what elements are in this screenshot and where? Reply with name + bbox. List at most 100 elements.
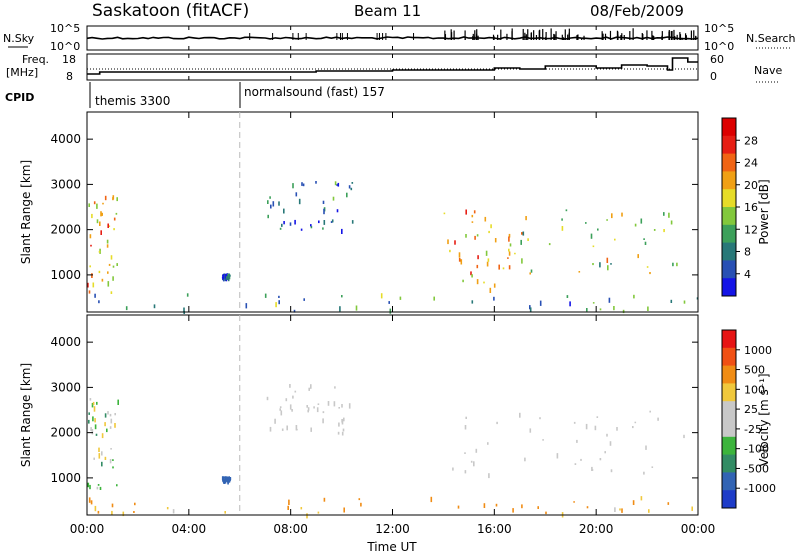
date-label: 08/Feb/2009 [590, 2, 684, 20]
data-cell [521, 258, 523, 264]
nsearch-tick-top: 10^5 [704, 22, 734, 35]
data-cell [97, 484, 100, 486]
data-cell [545, 511, 547, 515]
data-cell [224, 479, 227, 484]
colorbar-tick-label: 1000 [744, 344, 772, 357]
data-cell [109, 426, 112, 429]
data-cell [537, 506, 539, 509]
data-cell [112, 276, 114, 281]
data-cell [289, 222, 292, 226]
data-cell [449, 249, 451, 253]
data-cell [592, 245, 595, 248]
nsky-tick-top: 10^5 [50, 22, 80, 35]
data-cell [90, 427, 92, 431]
data-cell [245, 303, 248, 309]
data-cell [514, 252, 516, 255]
colorbar-tick-label: 20 [744, 179, 758, 192]
data-cell [530, 269, 533, 273]
data-cell [341, 404, 343, 408]
y-tick-label: 4000 [50, 335, 81, 349]
data-cell [529, 272, 531, 275]
data-cell [292, 183, 294, 189]
nsearch-spikes [249, 28, 697, 40]
data-cell [110, 448, 112, 450]
data-cell [104, 195, 107, 201]
data-cell [323, 497, 326, 502]
data-cell [465, 416, 467, 419]
colorbar-tick-label: 4 [744, 268, 751, 281]
freq-trace [87, 57, 698, 75]
data-cell [508, 251, 511, 256]
station-title: Saskatoon (fitACF) [92, 1, 249, 21]
data-cell [134, 502, 136, 506]
data-cell [657, 417, 659, 421]
nave-tick-bottom: 0 [710, 70, 717, 83]
data-cell [101, 433, 104, 439]
data-cell [561, 226, 564, 231]
data-cell [285, 398, 288, 402]
data-cell [634, 223, 637, 227]
data-cell [473, 210, 476, 214]
data-cell [447, 239, 449, 245]
data-cell [183, 307, 185, 313]
data-cell [350, 187, 353, 191]
data-cell [634, 421, 637, 424]
data-cell [647, 306, 649, 311]
data-cell [289, 404, 292, 410]
data-cell [670, 220, 673, 225]
data-cell [561, 218, 563, 221]
data-cell [125, 306, 128, 311]
data-cell [310, 384, 312, 389]
data-cell [380, 293, 383, 299]
data-cell [100, 211, 102, 217]
data-cell [279, 406, 282, 409]
data-cell [569, 301, 571, 307]
data-cell [337, 182, 340, 187]
data-cell [502, 267, 505, 270]
data-cell [310, 225, 313, 229]
colorbar-swatch [722, 224, 736, 244]
colorbar-swatch [722, 153, 736, 172]
data-cell [166, 507, 169, 510]
data-cell [301, 182, 303, 186]
data-cell [475, 448, 478, 453]
power-data-cells [87, 181, 699, 314]
data-cell [97, 510, 100, 514]
data-cell [101, 212, 103, 216]
data-cell [114, 423, 116, 428]
data-cell [493, 296, 495, 301]
nsky-tick-bottom: 10^0 [50, 40, 80, 53]
data-cell [229, 274, 231, 277]
data-cell [279, 227, 282, 230]
data-cell [399, 296, 402, 300]
data-cell [508, 265, 511, 270]
data-cell [106, 428, 108, 433]
data-cell [303, 298, 305, 301]
data-cell [101, 461, 103, 467]
data-cell [313, 406, 315, 409]
data-cell [633, 294, 635, 299]
data-cell [283, 208, 285, 214]
colorbar-tick-label: 16 [744, 201, 758, 214]
data-cell [476, 264, 479, 269]
data-cell [646, 266, 649, 268]
freq-tick-top: 18 [62, 53, 76, 66]
colorbar-tick-label: -100 [744, 443, 769, 456]
data-cell [274, 418, 276, 424]
data-cell [590, 233, 593, 239]
data-cell [462, 279, 464, 283]
velocity-colorbar-label: Velocity [m s⁻¹] [757, 373, 771, 466]
nsearch-label: N.Search [746, 32, 796, 45]
data-cell [280, 410, 283, 416]
data-cell [565, 209, 568, 212]
data-cell [573, 421, 576, 424]
data-cell [488, 473, 490, 479]
data-cell [111, 503, 114, 508]
data-cell [608, 297, 611, 303]
data-cell [611, 213, 613, 219]
colorbar-tick-label: 24 [744, 157, 758, 170]
data-cell [487, 258, 490, 262]
data-cell [351, 220, 354, 224]
x-tick-label: 16:00 [477, 522, 512, 536]
